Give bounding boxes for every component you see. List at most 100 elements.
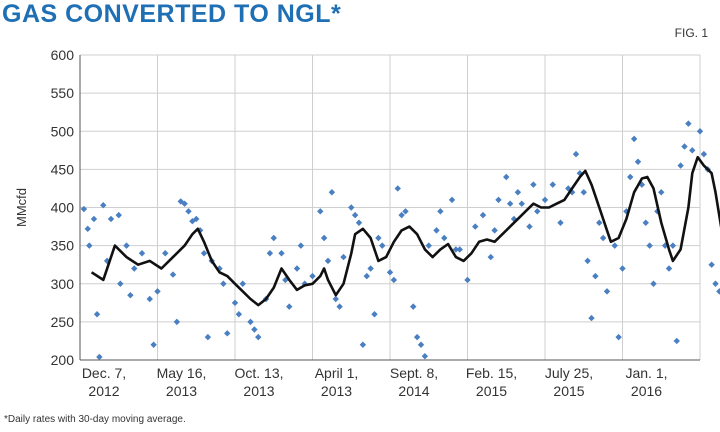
y-tick-label: 400 [51,200,75,216]
x-tick-label: 2013 [166,383,197,399]
scatter-point [146,295,153,303]
x-tick-label: 2015 [476,383,507,399]
scatter-point [716,288,720,295]
scatter-point [421,352,429,360]
y-tick-label: 200 [51,352,75,368]
scatter-point [117,280,124,287]
scatter-point [487,253,494,261]
scatter-point [456,246,463,253]
scatter-point [592,272,599,280]
y-tick-label: 500 [51,123,75,139]
scatter-point [518,200,525,207]
scatter-point [596,219,603,226]
x-tick-label: Oct. 13, [234,365,283,381]
scatter-point [107,215,115,223]
x-tick-label: Jan. 1, [625,365,667,381]
scatter-point [619,265,626,272]
scatter-point [642,219,649,226]
scatter-point [278,250,285,257]
y-tick-label: 250 [51,314,75,330]
scatter-point [472,223,479,230]
scatter-point [80,205,88,213]
scatter-point [491,227,498,234]
scatter-point [665,265,673,272]
x-tick-label: April 1, [315,365,359,381]
axes [79,55,700,361]
scatter-point [131,265,138,272]
y-tick-label: 350 [51,238,75,254]
scatter-point [123,242,130,249]
scatter-point [386,269,394,276]
scatter-point [514,189,522,196]
scatter-point [681,143,688,150]
scatter-point [193,215,200,223]
scatter-point [86,242,93,249]
scatter-point [611,242,618,249]
x-tick-label: May 16, [157,365,207,381]
scatter-point [390,276,398,284]
scatter-point [169,271,177,278]
scatter-point [293,265,301,272]
tick-labels: 200 250 300 350 400 450 500 550 600 Dec. 7, 2012 Ma… [14,47,668,399]
x-tick-label: Dec. 7, [82,365,126,381]
scatter-point [196,227,204,234]
scatter-point [479,211,487,219]
scatter-point [150,341,157,348]
scatter-point [658,189,665,196]
scatter-point [689,147,696,154]
gridlines [79,54,701,361]
scatter-point [677,162,684,169]
scatter-point [541,196,549,204]
scatter-point [200,250,208,257]
x-tick-label: 2012 [88,383,119,399]
scatter-point [340,253,347,261]
scatter-point [84,225,91,233]
scatter-point [580,189,587,196]
scatter-point [712,280,719,287]
scatter-point [549,181,556,188]
scatter-point [588,314,595,322]
scatter-point [708,261,715,268]
scatter-point [394,185,401,192]
scatter-point [266,250,274,257]
scatter-point [251,326,258,333]
scatter-point [204,333,212,341]
scatter-point [231,299,239,307]
scatter-point [177,198,184,205]
scatter-point [173,318,181,326]
scatter-point [425,242,432,249]
scatter-point [93,311,101,318]
scatter-point [375,234,382,242]
scatter-point [309,272,316,280]
scatter-point [239,280,246,287]
scatter-point [255,333,262,341]
scatter-point [464,276,471,284]
scatter-point [437,208,444,215]
scatter-point [685,120,692,127]
scatter-point [154,288,161,295]
scatter-points [80,120,720,361]
scatter-point [270,234,277,242]
scatter-point [90,215,98,223]
scatter-point [448,196,456,204]
scatter-point [371,311,378,318]
y-tick-label: 300 [51,276,75,292]
scatter-point [584,257,591,265]
scatter-point [379,242,386,249]
scatter-point [216,265,223,272]
scatter-point [572,150,580,158]
scatter-point [220,280,227,287]
scatter-point [286,303,293,310]
scatter-point [367,265,374,272]
scatter-point [603,288,611,295]
scatter-point [650,280,657,287]
scatter-point [669,242,677,249]
scatter-point [615,333,622,341]
scatter-point [96,353,103,361]
scatter-point [247,318,254,326]
y-axis-label: MMcfd [14,188,29,227]
scatter-point [297,242,305,249]
scatter-point [530,181,537,188]
scatter-point [336,303,343,310]
footnote: *Daily rates with 30-day moving average. [4,414,186,425]
